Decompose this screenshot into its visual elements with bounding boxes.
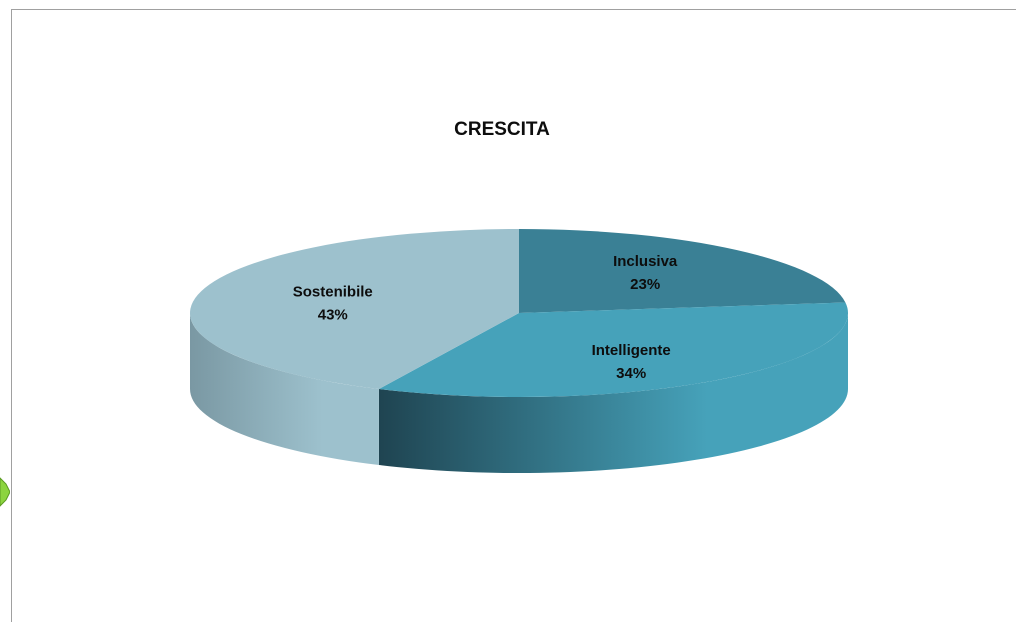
slice-label-sostenibile: Sostenibile	[293, 284, 373, 301]
pie-slice-side-intelligente	[378, 313, 848, 474]
pie-slice-intelligente	[378, 302, 848, 397]
pie-slice-side-sostenibile	[190, 313, 379, 466]
slice-label-inclusiva: Inclusiva	[613, 253, 678, 270]
pie-slice-inclusiva	[519, 229, 846, 313]
chart-title: CRESCITA	[454, 119, 550, 140]
slice-value-inclusiva: 23%	[630, 276, 660, 293]
slice-value-intelligente: 34%	[616, 365, 646, 382]
pie-slice-sostenibile	[189, 229, 519, 390]
green-arrow-icon	[0, 477, 10, 507]
slice-label-intelligente: Intelligente	[592, 342, 671, 359]
slice-value-sostenibile: 43%	[318, 307, 348, 324]
